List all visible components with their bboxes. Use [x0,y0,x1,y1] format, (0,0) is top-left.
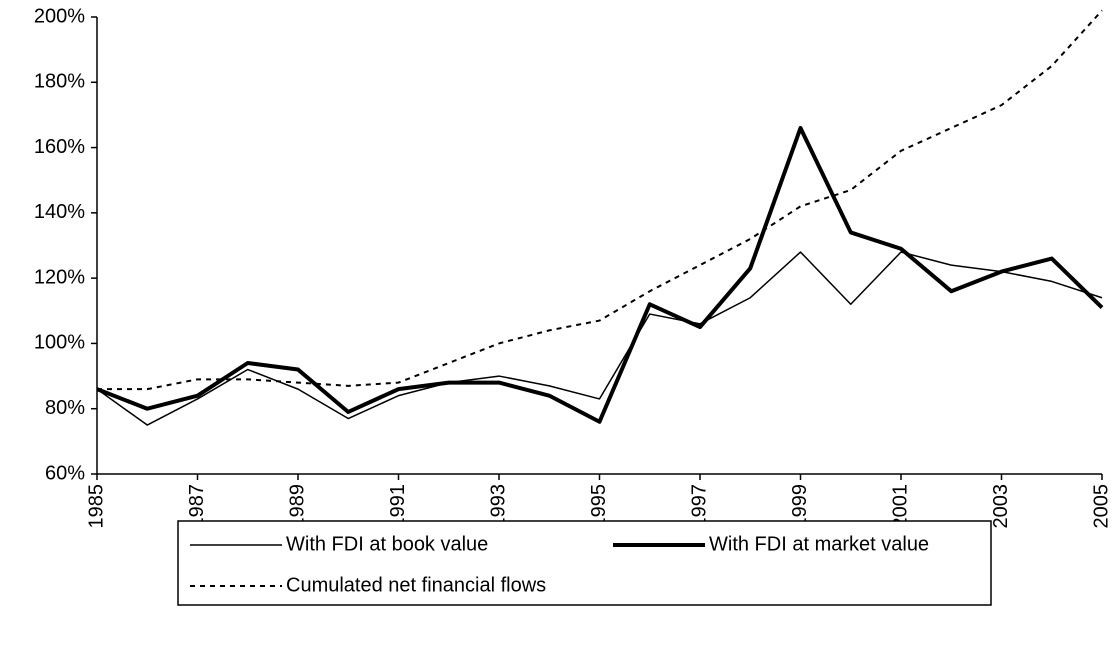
series-line [97,251,1103,426]
y-tick-label: 160% [34,136,85,158]
legend-label: With FDI at market value [709,533,929,555]
legend-box [177,520,992,606]
x-tick-label: 1991 [387,484,409,529]
y-tick-label: 180% [34,71,85,93]
x-tick-label: 2005 [1090,484,1112,529]
y-tick-label: 100% [34,332,85,354]
y-tick-label: 80% [45,397,85,419]
legend-label: Cumulated net financial flows [286,574,546,596]
x-tick-label: 1995 [588,484,610,529]
series-line [97,9,1103,391]
x-tick-label: 1987 [186,484,208,529]
legend-label: With FDI at book value [286,533,488,555]
y-tick-label: 60% [45,462,85,484]
y-tick-label: 200% [34,5,85,27]
x-tick-label: 1993 [487,484,509,529]
series-line [97,125,1104,424]
x-tick-label: 2003 [990,484,1012,529]
x-tick-label: 1985 [85,484,107,529]
y-tick-label: 120% [34,266,85,288]
x-tick-label: 2001 [889,484,911,529]
x-tick-label: 1997 [688,484,710,529]
x-tick-label: 1989 [286,484,308,529]
x-tick-label: 1999 [789,484,811,529]
y-tick-label: 140% [34,201,85,223]
